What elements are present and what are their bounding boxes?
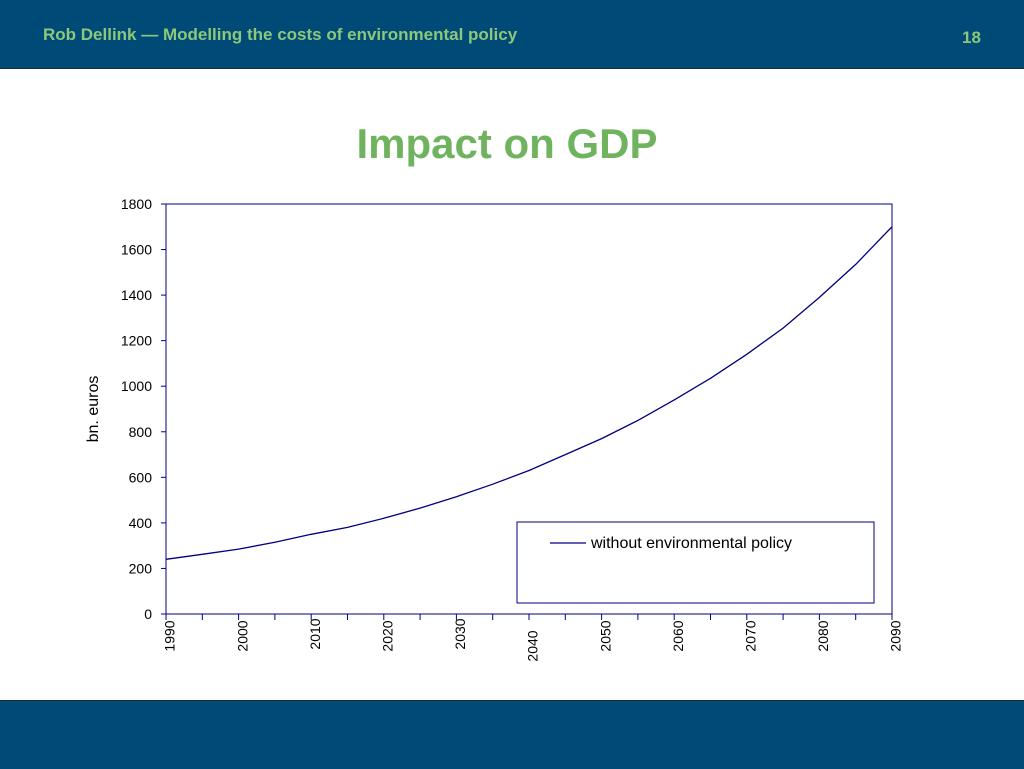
x-tick-label: 2070 bbox=[743, 620, 759, 651]
y-tick-label: 200 bbox=[129, 560, 153, 576]
x-tick-label: 2060 bbox=[670, 620, 686, 651]
slide-header: Rob Dellink — Modelling the costs of env… bbox=[0, 0, 1024, 69]
x-tick-label: 2040 bbox=[525, 630, 541, 661]
x-tick-label: 2000 bbox=[234, 620, 250, 651]
page-number: 18 bbox=[962, 28, 981, 47]
y-tick-label: 1200 bbox=[121, 333, 152, 349]
x-tick-label: 2050 bbox=[597, 620, 613, 651]
legend-box bbox=[516, 521, 875, 604]
y-tick-label: 1800 bbox=[121, 196, 152, 212]
legend-label: without environmental policy bbox=[590, 535, 792, 552]
x-tick-label: 2010 bbox=[307, 618, 323, 649]
y-tick-label: 0 bbox=[144, 606, 152, 622]
y-tick-label: 1000 bbox=[121, 378, 152, 394]
y-tick-label: 1400 bbox=[121, 287, 152, 303]
y-tick-label: 1600 bbox=[121, 242, 152, 258]
y-tick-label: 600 bbox=[129, 469, 153, 485]
y-axis-label: bn. euros bbox=[85, 376, 102, 443]
x-tick-label: 2090 bbox=[888, 620, 904, 651]
x-tick-label: 1990 bbox=[162, 620, 178, 651]
series-line-without-policy bbox=[165, 226, 893, 560]
x-tick-label: 2030 bbox=[452, 618, 468, 649]
slide-footer bbox=[0, 700, 1024, 769]
y-tick-label: 400 bbox=[129, 515, 153, 531]
y-tick-label: 800 bbox=[129, 424, 153, 440]
slide-title: Impact on GDP bbox=[356, 120, 658, 167]
x-tick-label: 2020 bbox=[380, 620, 396, 651]
x-tick-label: 2080 bbox=[815, 620, 831, 651]
presentation-title: Rob Dellink — Modelling the costs of env… bbox=[43, 25, 518, 44]
